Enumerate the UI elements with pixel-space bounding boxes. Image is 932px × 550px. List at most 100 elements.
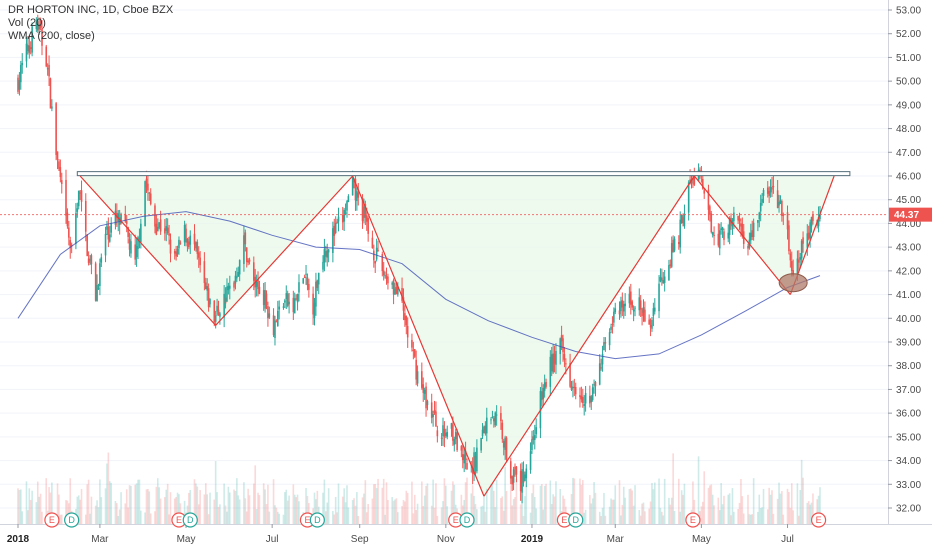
volume-bar	[445, 485, 447, 524]
volume-bar	[337, 483, 340, 524]
volume-bar	[364, 480, 367, 524]
candle-body	[332, 228, 334, 253]
candle-body	[460, 446, 463, 451]
volume-bar	[532, 484, 535, 524]
earnings-marker[interactable]: E	[810, 512, 827, 528]
candle-body	[717, 233, 720, 246]
candle-body	[628, 293, 631, 304]
volume-bar	[56, 483, 59, 524]
candle-body	[713, 234, 715, 236]
candle-body	[248, 259, 251, 262]
candle-body	[397, 286, 399, 295]
volume-bar	[608, 506, 611, 524]
volume-bar	[442, 501, 444, 524]
volume-bar	[371, 498, 374, 524]
candle-body	[591, 387, 594, 400]
volume-bar	[603, 492, 605, 524]
candle-body	[483, 426, 485, 434]
volume-bar	[553, 496, 556, 524]
volume-bar	[227, 486, 230, 524]
price-tick-label: 42.00	[896, 266, 921, 277]
legend-wma[interactable]: WMA (200, close)	[8, 30, 95, 42]
volume-bar	[296, 494, 299, 524]
dividend-marker[interactable]: D	[64, 512, 80, 528]
candle-body	[762, 189, 765, 196]
earnings-marker[interactable]: E	[448, 512, 464, 528]
volume-bar	[286, 500, 289, 524]
volume-bar	[709, 485, 711, 524]
volume-bar	[288, 495, 290, 524]
candle-body	[120, 214, 122, 224]
volume-bar	[817, 495, 820, 524]
candle-body	[809, 222, 811, 239]
candle-body	[611, 323, 614, 325]
earnings-marker[interactable]: E	[685, 512, 701, 528]
dividend-marker[interactable]: D	[459, 512, 475, 528]
candle-body	[786, 212, 789, 230]
volume-bar	[99, 479, 101, 524]
candle-body	[214, 315, 217, 322]
candle-body	[613, 311, 615, 323]
volume-bar	[611, 499, 614, 524]
volume-bar	[535, 508, 537, 524]
earnings-marker[interactable]: E	[44, 512, 60, 528]
candle-body	[137, 237, 139, 249]
volume-bar	[522, 515, 525, 524]
volume-bar	[491, 483, 494, 524]
volume-bar	[305, 488, 307, 524]
volume-bar	[38, 496, 40, 524]
candle-body	[624, 303, 626, 307]
candle-body	[265, 293, 268, 306]
candle-body	[272, 315, 275, 336]
price-tick-label: 41.00	[896, 290, 921, 301]
volume-bar	[275, 507, 278, 524]
volume-bar	[757, 511, 759, 524]
candle-body	[768, 190, 770, 196]
candle-body	[165, 226, 168, 231]
volume-bar	[642, 502, 645, 524]
volume-bar	[292, 484, 295, 524]
dividend-marker[interactable]: D	[309, 512, 325, 528]
legend-symbol[interactable]: DR HORTON INC, 1D, Cboe BZX	[8, 4, 174, 16]
volume-bar	[344, 502, 347, 524]
volume-bar	[385, 482, 388, 524]
candle-body	[485, 417, 488, 434]
candle-body	[322, 261, 324, 270]
volume-bar	[613, 499, 615, 524]
volume-bar	[59, 514, 62, 524]
volume-bar	[473, 495, 475, 524]
candle-body	[227, 285, 230, 291]
event-label: E	[453, 515, 459, 525]
candle-body	[737, 216, 739, 221]
candle-body	[642, 307, 645, 313]
candle-body	[454, 431, 457, 440]
candle-body	[154, 205, 156, 227]
volume-bar	[430, 505, 433, 524]
candle-body	[224, 297, 227, 304]
dividend-marker[interactable]: D	[182, 512, 198, 528]
candle-body	[277, 310, 279, 326]
candle-body	[610, 326, 612, 330]
legend-volume[interactable]: Vol (20)	[8, 17, 46, 29]
volume-bar	[452, 481, 454, 524]
volume-bar	[678, 478, 680, 524]
price-tick-label: 43.00	[896, 243, 921, 254]
volume-bar	[128, 485, 131, 524]
volume-bar	[651, 482, 653, 524]
volume-bar	[175, 497, 177, 524]
dividend-marker[interactable]: D	[568, 512, 584, 528]
candle-body	[757, 220, 759, 223]
candle-body	[555, 350, 557, 365]
volume-bar	[511, 505, 513, 524]
volume-bar	[641, 503, 643, 524]
volume-bar	[658, 478, 660, 524]
volume-bar	[598, 511, 601, 524]
candle-body	[702, 179, 704, 189]
candle-body	[771, 187, 773, 190]
volume-bar	[661, 511, 663, 524]
volume-bar	[216, 492, 218, 524]
candle-body	[484, 425, 487, 434]
candle-body	[535, 427, 537, 435]
volume-bar	[402, 500, 405, 524]
